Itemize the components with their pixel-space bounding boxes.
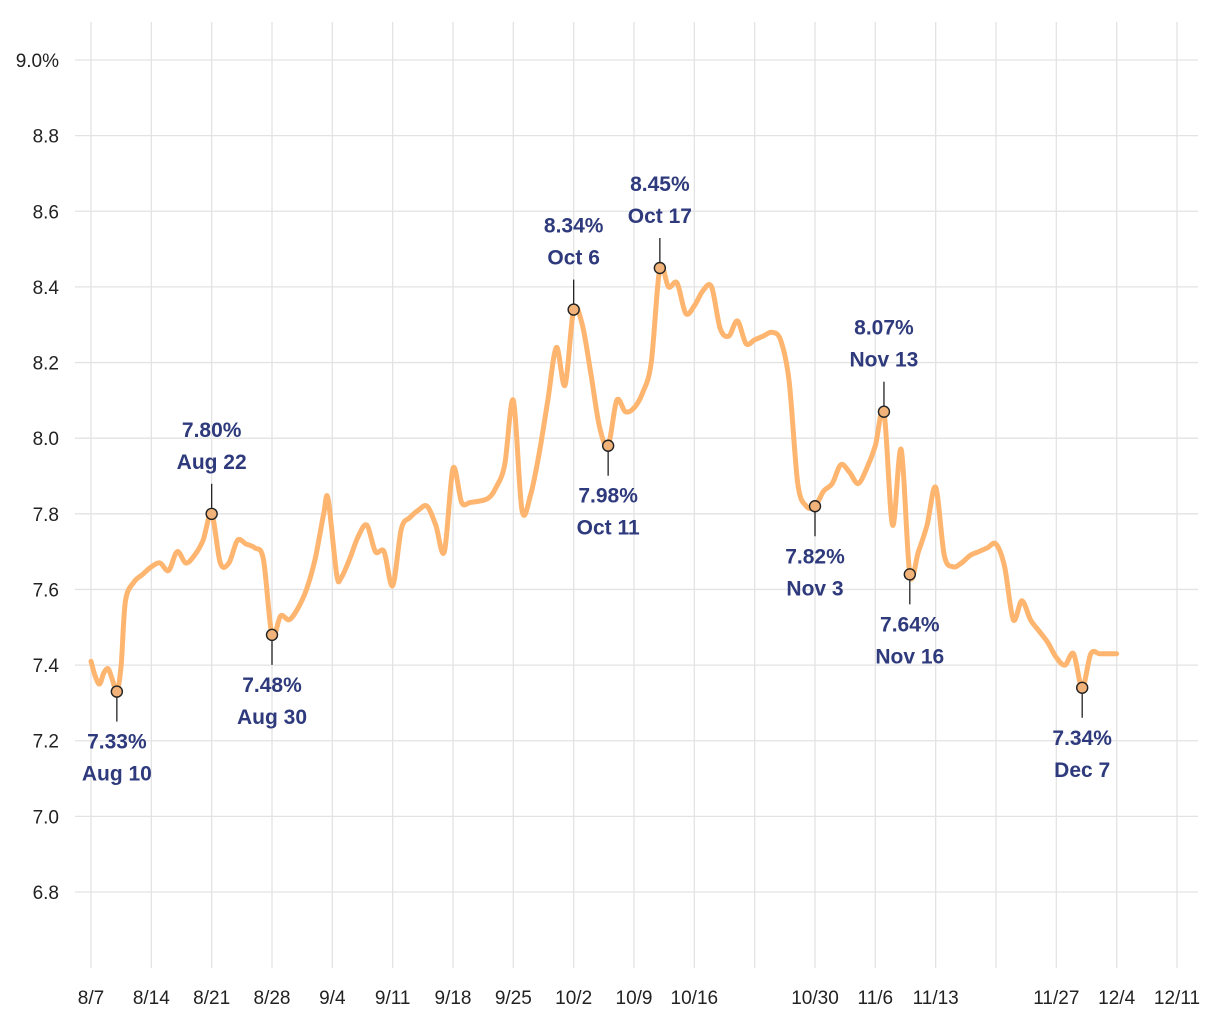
y-tick-label: 8.8 xyxy=(33,127,59,148)
annotation-date: Nov 3 xyxy=(786,577,843,600)
x-tick-label: 10/2 xyxy=(555,988,592,1009)
annotation-marker xyxy=(205,507,218,521)
annotation-date: Nov 13 xyxy=(850,349,919,372)
annotation-date: Oct 6 xyxy=(547,247,600,270)
annotation-date: Nov 16 xyxy=(875,645,944,668)
x-tick-label: 8/21 xyxy=(193,988,230,1009)
y-tick-label: 6.8 xyxy=(33,883,59,904)
annotation-marker xyxy=(877,405,891,418)
x-tick-label: 9/18 xyxy=(435,988,472,1009)
x-tick-label: 10/30 xyxy=(791,988,839,1009)
y-tick-label: 8.2 xyxy=(33,354,59,375)
annotation: 7.82% Nov 3 xyxy=(785,500,845,600)
annotation-value: 8.45% xyxy=(630,173,690,196)
annotation-marker xyxy=(601,439,615,452)
y-tick-label: 7.0 xyxy=(33,807,59,828)
annotation-marker xyxy=(903,568,917,581)
annotation: 7.34% Dec 7 xyxy=(1052,681,1112,782)
y-tick-label: 7.2 xyxy=(33,732,59,753)
annotation-marker xyxy=(1075,681,1089,694)
x-tick-label: 11/27 xyxy=(1033,988,1079,1009)
annotation-date: Dec 7 xyxy=(1054,759,1110,782)
annotation-marker xyxy=(567,303,580,316)
annotation-marker xyxy=(110,685,124,698)
series-line xyxy=(88,262,1120,695)
x-tick-label: 9/4 xyxy=(319,988,346,1009)
annotation-date: Aug 10 xyxy=(82,763,152,786)
y-tick-label: 7.8 xyxy=(33,505,59,526)
x-tick-label: 8/14 xyxy=(133,988,170,1009)
x-tick-label: 12/11 xyxy=(1154,988,1200,1009)
annotation: 7.80% Aug 22 xyxy=(177,419,247,521)
annotation-value: 7.64% xyxy=(880,613,940,636)
x-tick-label: 10/9 xyxy=(616,988,653,1009)
x-tick-label: 10/16 xyxy=(671,988,719,1009)
annotation: 7.48% Aug 30 xyxy=(237,628,307,729)
annotation-value: 7.34% xyxy=(1052,727,1112,750)
annotation-marker xyxy=(265,628,279,642)
x-tick-label: 9/25 xyxy=(495,988,532,1009)
annotation: 8.45% Oct 17 xyxy=(628,173,692,275)
annotation-date: Oct 11 xyxy=(577,517,640,540)
annotation-date: Oct 17 xyxy=(628,205,692,228)
y-axis: 9.0% 8.8 8.6 8.4 8.2 8.0 7.8 7.6 7.4 7.2 7.0 6.8 xyxy=(16,51,60,904)
y-tick-label: 8.4 xyxy=(33,278,60,299)
x-tick-label: 11/13 xyxy=(913,988,959,1009)
y-tick-label: 8.6 xyxy=(33,202,59,223)
y-tick-label: 9.0% xyxy=(16,51,59,72)
series-layer xyxy=(88,262,1120,695)
y-tick-label: 7.4 xyxy=(33,656,60,677)
annotation: 7.98% Oct 11 xyxy=(577,439,640,540)
annotation-date: Aug 22 xyxy=(177,451,247,474)
x-tick-label: 12/4 xyxy=(1098,988,1135,1009)
annotation-marker xyxy=(653,261,667,275)
annotation-value: 7.48% xyxy=(242,674,302,697)
x-tick-label: 8/7 xyxy=(78,988,104,1009)
annotation-value: 7.98% xyxy=(578,485,638,508)
grid-layer xyxy=(75,22,1198,968)
y-tick-label: 7.6 xyxy=(33,580,59,601)
annotation: 8.07% Nov 13 xyxy=(850,317,919,418)
annotation: 7.33% Aug 10 xyxy=(82,685,152,786)
x-axis: 8/7 8/14 8/21 8/28 9/4 9/11 9/18 9/25 10/2 10/9 10… xyxy=(78,988,1200,1009)
annotation-date: Aug 30 xyxy=(237,706,307,729)
x-tick-label: 8/28 xyxy=(254,988,291,1009)
annotation-value: 7.80% xyxy=(182,419,242,442)
y-tick-label: 8.0 xyxy=(33,429,59,450)
annotation-value: 8.07% xyxy=(854,317,914,340)
x-tick-label: 9/11 xyxy=(375,988,411,1009)
annotation-value: 8.34% xyxy=(544,215,604,238)
annotation-layer: 7.33% Aug 10 7.80% Aug 22 7.48% Aug 30 8.34% Oc… xyxy=(82,173,1112,786)
annotation: 7.64% Nov 16 xyxy=(875,568,944,668)
annotation-marker xyxy=(808,500,822,513)
annotation: 8.34% Oct 6 xyxy=(544,215,604,316)
annotation-value: 7.33% xyxy=(87,731,147,754)
x-tick-label: 11/6 xyxy=(858,988,894,1009)
annotation-value: 7.82% xyxy=(785,545,845,568)
